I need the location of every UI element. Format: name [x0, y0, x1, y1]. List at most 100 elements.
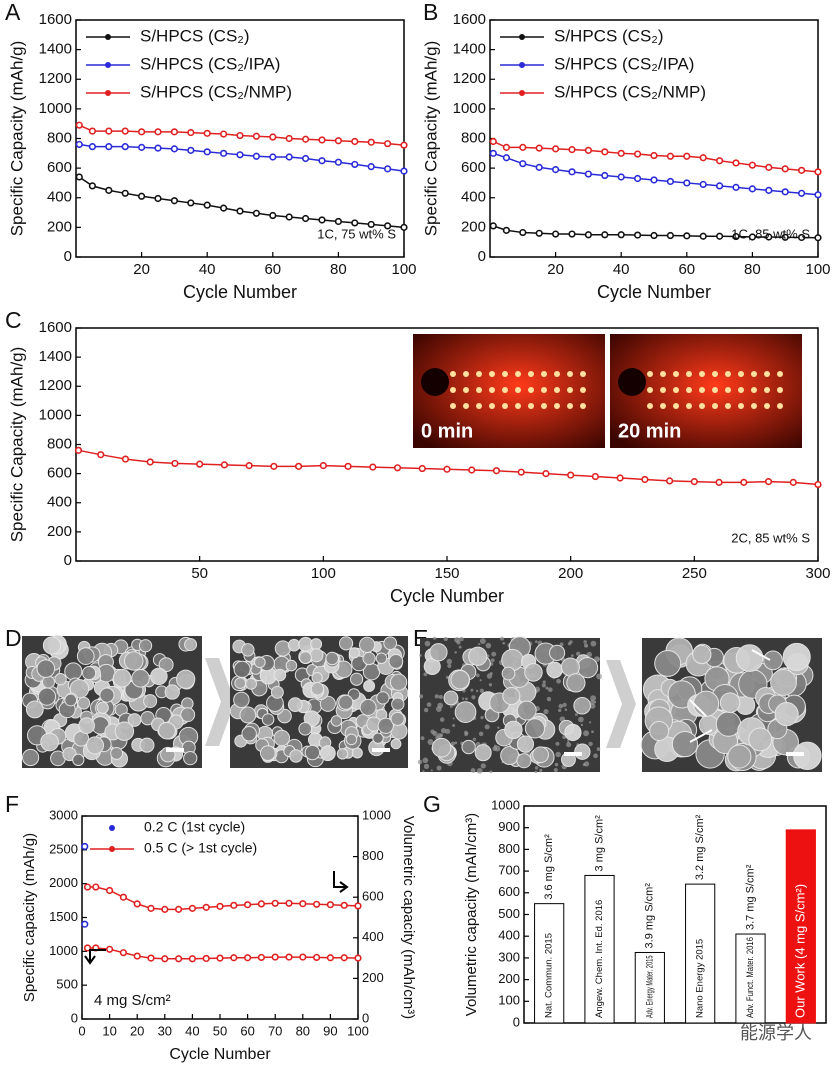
sem-particle [42, 636, 62, 655]
x-tick-label: 200 [558, 565, 583, 582]
photo-led [712, 371, 718, 377]
annotation: 2C, 85 wt% S [731, 530, 810, 545]
x-tick-label: 0 [78, 1023, 85, 1038]
photo-led [647, 403, 653, 409]
data-point [797, 189, 806, 197]
data-point [313, 900, 321, 908]
data-point [319, 462, 327, 470]
sem-particle [127, 713, 142, 727]
sem-particle [516, 735, 535, 753]
inset-label: 20 min [618, 420, 681, 442]
legend-label: S/HPCS (CS₂/IPA) [554, 54, 694, 73]
y-tick-label: 600 [461, 159, 486, 176]
sem-grain [437, 702, 444, 709]
y-tick-label: 800 [461, 129, 486, 146]
sem-grain [422, 757, 429, 764]
sem-particle [82, 666, 97, 681]
data-point [502, 154, 511, 162]
photo-led [699, 387, 705, 393]
sem-grain [447, 663, 452, 669]
sem-particle [671, 730, 699, 758]
sem-particle [36, 659, 56, 678]
sem-particle [504, 720, 523, 740]
data-point [517, 468, 525, 476]
photo-led [541, 387, 547, 393]
photo-led [489, 371, 495, 377]
x-tick-label: 60 [264, 261, 281, 278]
data-point [492, 467, 501, 475]
sem-grain [534, 766, 539, 770]
y-tick-label: 900 [498, 819, 520, 834]
sem-grain [479, 679, 482, 682]
data-point [344, 462, 352, 470]
data-point [220, 130, 228, 138]
y-tick-label: 0 [478, 248, 486, 265]
sem-particle [450, 670, 470, 690]
data-point [170, 145, 178, 153]
sem-particle [233, 660, 251, 678]
sem-particle [299, 651, 312, 664]
data-point [384, 140, 392, 148]
data-point [367, 163, 375, 171]
data-point [732, 183, 740, 191]
data-point [715, 478, 723, 486]
data-point [257, 953, 266, 962]
sem-grain [470, 768, 476, 773]
sem-grain [454, 637, 460, 643]
data-point [650, 231, 658, 240]
photo-led [554, 403, 560, 409]
sem-grain [424, 640, 431, 647]
sem-grain [418, 694, 424, 699]
sem-grain [562, 735, 567, 740]
sem-particle [25, 700, 44, 719]
sem-particle [254, 656, 266, 669]
data-point [384, 165, 392, 173]
sem-grain [541, 683, 546, 688]
photo-led [580, 371, 586, 377]
data-point [781, 165, 789, 173]
sem-grain [497, 726, 500, 729]
data-point [740, 478, 748, 486]
sem-particle [763, 650, 783, 671]
sem-grain [484, 724, 490, 730]
data-point [334, 217, 343, 226]
data-point [257, 900, 266, 908]
sem-particle [524, 718, 546, 739]
data-point [326, 901, 335, 909]
y-tick-label: 1600 [39, 11, 72, 28]
data-point [781, 233, 789, 241]
sem-particle [99, 687, 115, 703]
data-point [764, 478, 773, 486]
sem-grain [559, 642, 564, 647]
sem-particle [304, 744, 321, 761]
axis-arrow [84, 949, 106, 965]
y-tick-label: 0 [71, 1010, 78, 1025]
data-point [92, 883, 100, 891]
panel-label: C [5, 307, 22, 333]
data-point [105, 127, 113, 135]
data-point [400, 223, 408, 231]
x-tick-label: 100 [347, 1023, 369, 1038]
photo-led [764, 387, 770, 393]
sem-particle [468, 646, 488, 666]
data-point [699, 180, 707, 189]
data-point [175, 955, 183, 963]
sem-grain [464, 732, 468, 737]
data-point [732, 232, 740, 241]
x-tick-label: 30 [158, 1023, 172, 1038]
data-point [202, 954, 210, 963]
data-point [236, 151, 244, 159]
data-point [196, 460, 204, 468]
data-point [318, 157, 326, 165]
data-point [715, 232, 724, 240]
sem-particle [391, 697, 405, 711]
data-point [748, 233, 757, 241]
legend-marker [105, 90, 111, 96]
data-point [270, 462, 278, 470]
y-tick-label: 500 [498, 906, 520, 921]
data-point [535, 163, 543, 171]
scale-bar [786, 752, 804, 756]
data-point [367, 138, 375, 146]
data-point [354, 902, 362, 910]
data-point [650, 176, 658, 184]
